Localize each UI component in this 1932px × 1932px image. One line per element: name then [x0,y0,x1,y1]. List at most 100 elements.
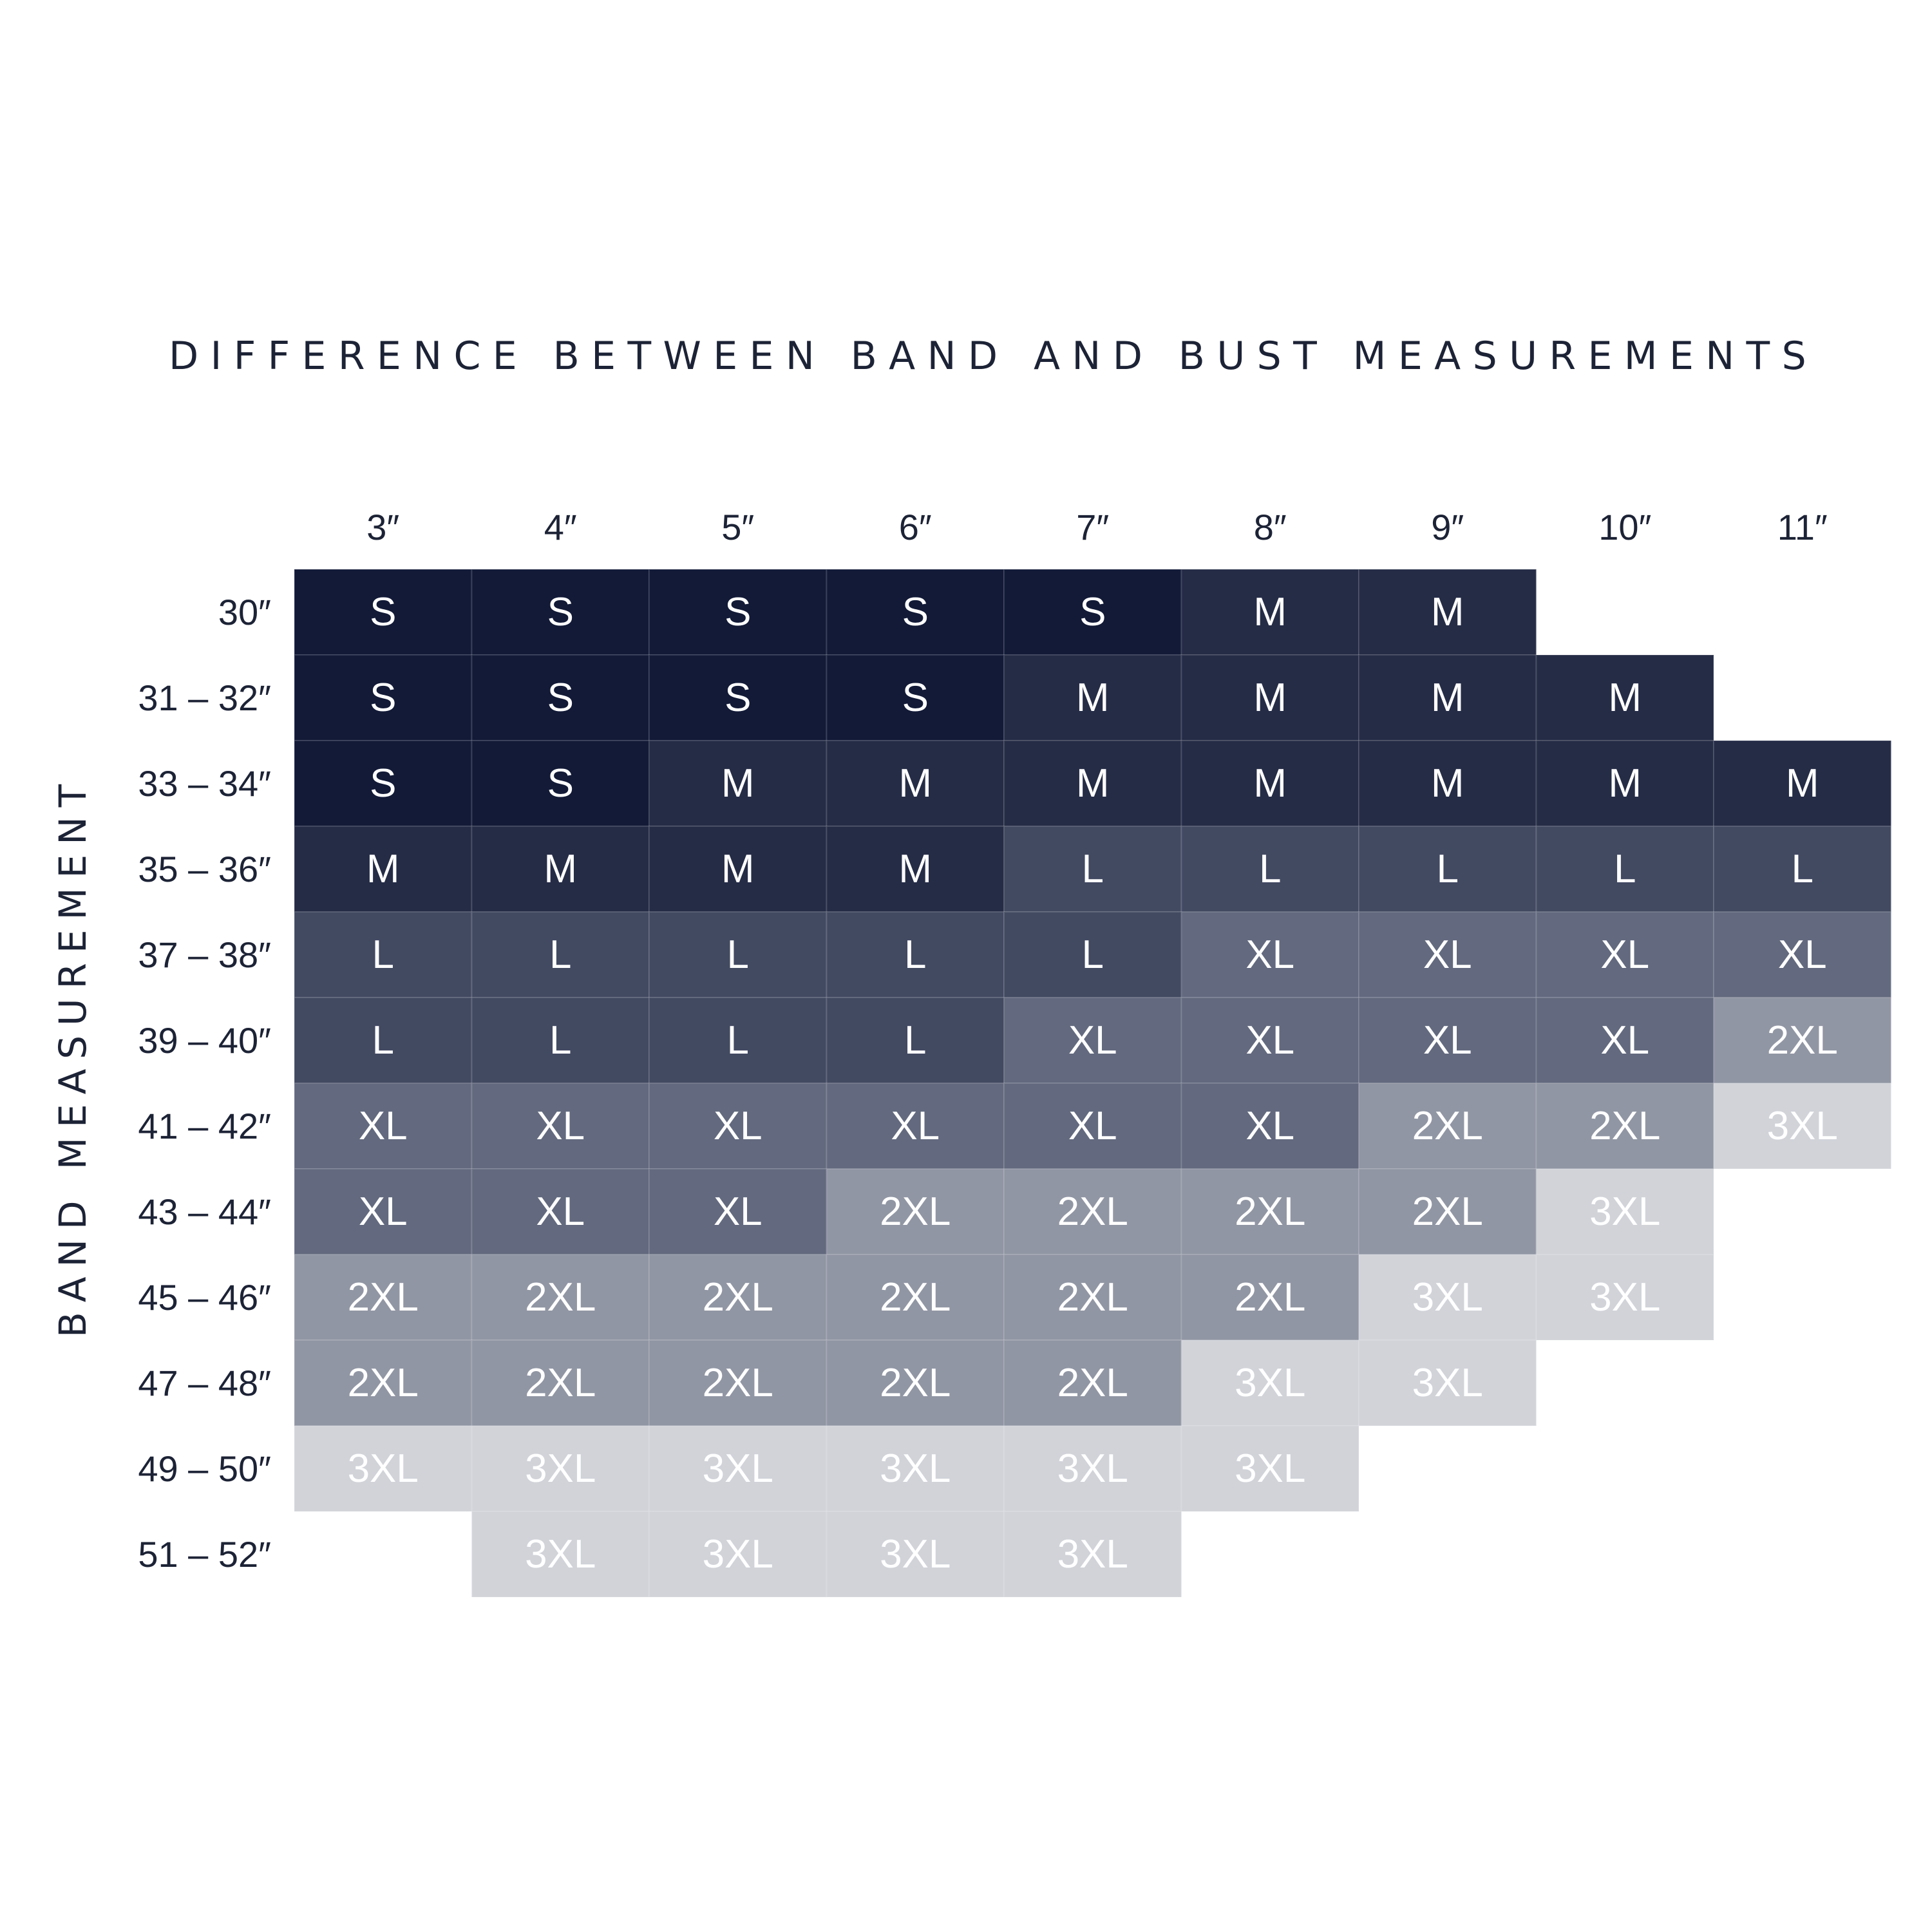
size-cell [1358,1083,1537,1170]
size-cell-label: XL [1423,933,1472,977]
size-cell-label: S [724,590,751,634]
size-cell [1180,997,1359,1084]
size-cell [826,569,1005,656]
size-cell-label: 2XL [1767,1018,1838,1063]
row-tick-label: 49 – 50″ [138,1448,271,1489]
size-cell-label: S [547,676,574,720]
size-cell-label: M [366,847,400,891]
size-cell-label: L [727,933,749,977]
size-cell [1358,826,1537,913]
size-cell-label: 3XL [1589,1275,1660,1320]
size-cell [294,1340,473,1426]
column-tick-label: 10″ [1598,507,1651,547]
size-cell-label: 3XL [1767,1104,1838,1148]
size-cell [1713,997,1892,1084]
size-cell-label: 2XL [703,1361,773,1405]
size-cell [1358,997,1537,1084]
size-cell-label: 3XL [1412,1361,1483,1405]
size-cell-label: 2XL [1589,1104,1660,1148]
size-cell-label: M [1786,761,1819,806]
size-cell-label: 3XL [1235,1361,1305,1405]
size-cell [294,826,473,913]
size-cell [1180,1340,1359,1426]
size-cell [826,1083,1005,1170]
size-cell [294,1425,473,1512]
row-tick-label: 33 – 34″ [138,763,271,804]
size-cell [1003,826,1182,913]
size-cell-label: L [1082,847,1104,891]
size-cell-label: S [370,761,396,806]
size-cell-label: M [1076,676,1110,720]
size-cell [1003,654,1182,741]
size-cell-label: L [549,933,571,977]
size-cell [471,1168,650,1255]
size-cell-label: S [1079,590,1106,634]
size-cell [1003,911,1182,998]
size-cell-label: 2XL [525,1361,596,1405]
size-cell [1180,826,1359,913]
size-cell [826,1168,1005,1255]
size-cell-label: XL [1423,1018,1472,1063]
size-cell [826,1340,1005,1426]
size-cell [471,997,650,1084]
size-cell-label: S [370,676,396,720]
size-cell-label: M [1253,676,1287,720]
size-cell [294,997,473,1084]
size-cell [471,740,650,827]
row-tick-label: 35 – 36″ [138,849,271,889]
size-cell-label: 2XL [1235,1275,1305,1320]
row-tick-label: 39 – 40″ [138,1020,271,1061]
size-cell-label: 3XL [703,1446,773,1491]
size-cell-label: 2XL [880,1361,951,1405]
size-cell [471,1425,650,1512]
size-cell [649,1340,828,1426]
column-tick-label: 3″ [366,507,399,547]
size-cell-label: L [1259,847,1281,891]
size-cell [1003,1254,1182,1341]
size-cell-label: 2XL [1057,1275,1128,1320]
size-cell [1535,997,1714,1084]
size-cell-label: 2XL [880,1275,951,1320]
size-cell [294,740,473,827]
size-cell-label: 2XL [1412,1189,1483,1234]
size-cell [1358,1340,1537,1426]
row-tick-label: 37 – 38″ [138,934,271,975]
size-cell-label: S [370,590,396,634]
size-cell [649,997,828,1084]
size-cell-label: 3XL [1235,1446,1305,1491]
size-cell-label: 2XL [348,1275,419,1320]
size-cell-label: 3XL [880,1446,951,1491]
size-cell [1713,826,1892,913]
size-cell-label: M [1253,590,1287,634]
column-tick-label: 5″ [721,507,754,547]
size-cell [1713,740,1892,827]
size-cell [1713,911,1892,998]
row-tick-label: 43 – 44″ [138,1191,271,1232]
size-cell-label: L [549,1018,571,1063]
size-cell-label: 2XL [1057,1189,1128,1234]
size-cell [471,911,650,998]
size-cell-label: XL [1600,1018,1649,1063]
size-cell [649,654,828,741]
size-cell-label: 2XL [1057,1361,1128,1405]
row-tick-label: 45 – 46″ [138,1277,271,1318]
size-cell-label: 3XL [348,1446,419,1491]
row-tick-label: 47 – 48″ [138,1363,271,1403]
size-cell-label: M [1431,590,1464,634]
size-cell [1358,1254,1537,1341]
size-cell-label: L [1614,847,1636,891]
size-cell-label: XL [1600,933,1649,977]
size-cell-label: 3XL [525,1446,596,1491]
size-cell-label: 3XL [525,1532,596,1577]
size-cell-label: XL [891,1104,940,1148]
size-cell [1358,569,1537,656]
size-cell [1003,1511,1182,1598]
row-tick-label: 31 – 32″ [138,677,271,718]
size-cell [294,1254,473,1341]
size-cell [471,654,650,741]
size-cell [471,1340,650,1426]
column-tick-label: 6″ [899,507,932,547]
column-tick-label: 11″ [1777,507,1828,547]
size-cell-label: L [727,1018,749,1063]
